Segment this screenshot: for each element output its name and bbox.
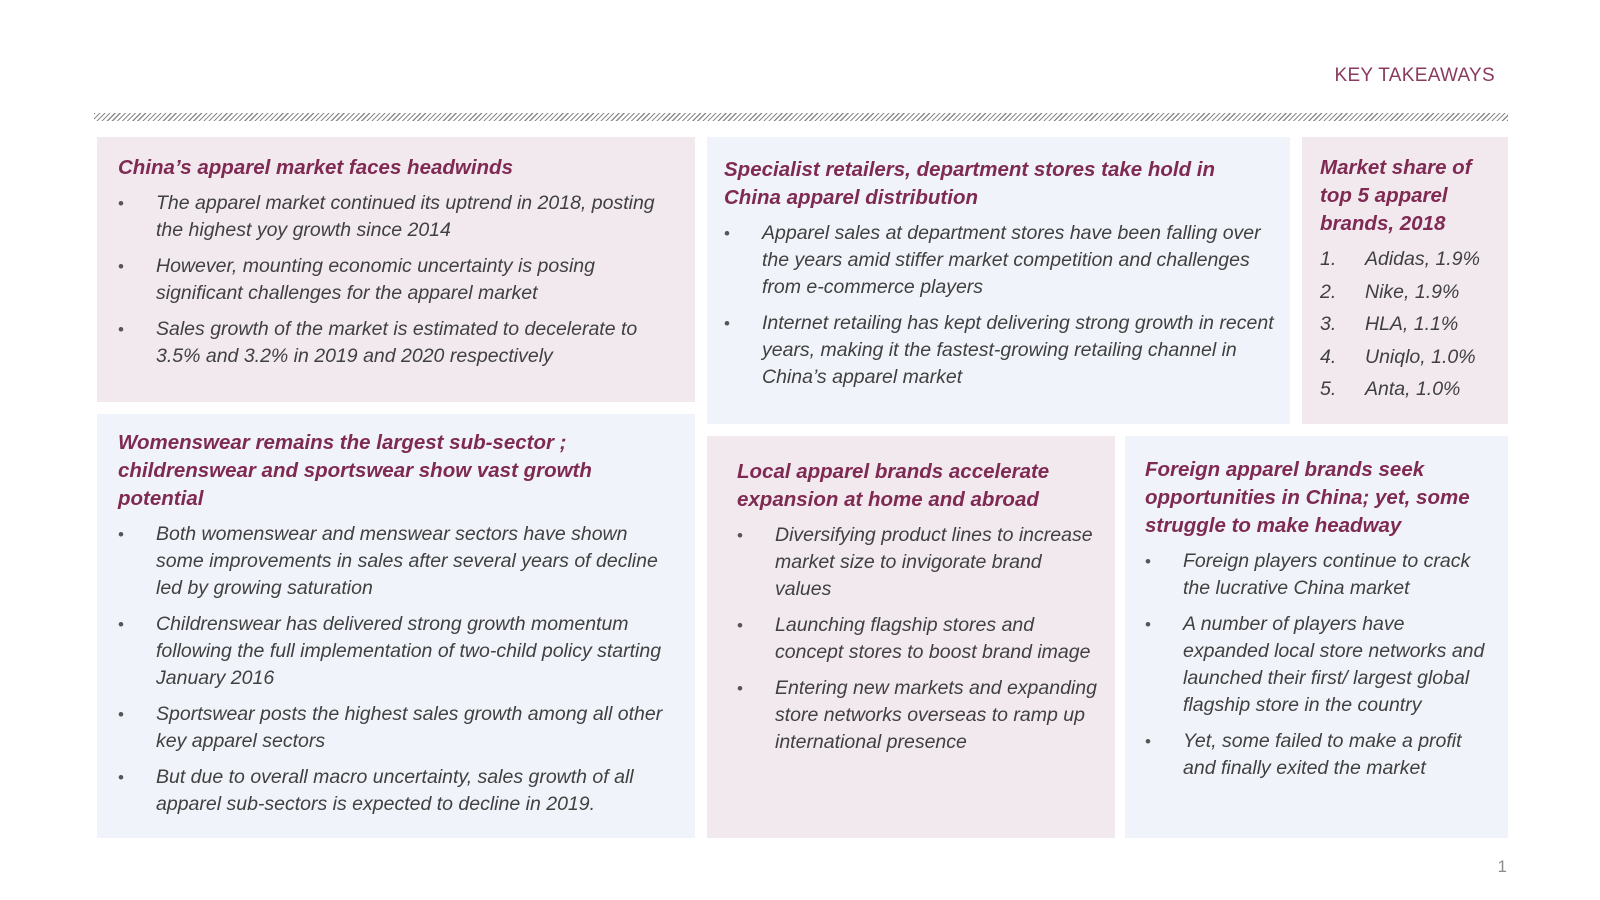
section-title: Local apparel brands accelerate expansio…: [737, 460, 1050, 511]
list-item: • Diversifying product lines to increase …: [737, 522, 1097, 603]
list-item: • But due to overall macro uncertainty, s…: [118, 764, 675, 818]
list-item-text: Adidas, 1.9%: [1365, 248, 1480, 270]
page-number: 1: [1497, 857, 1507, 876]
list-item-text: A number of players have expanded local …: [1183, 613, 1485, 716]
section-market-headwinds: China’s apparel market faces headwinds •…: [97, 137, 695, 402]
hatched-divider: [94, 113, 1508, 121]
bullet-icon: •: [737, 679, 743, 698]
section-sub-sectors: Womenswear remains the largest sub-secto…: [97, 414, 695, 838]
list-item: • The apparel market continued its uptren…: [118, 190, 675, 244]
rank-number: 4.: [1320, 345, 1337, 368]
section-title: China’s apparel market faces headwinds: [118, 156, 513, 179]
list-item-text: Launching flagship stores and concept st…: [775, 614, 1091, 663]
bullet-icon: •: [724, 224, 730, 243]
bullet-list: • Foreign players continue to crack the l…: [1145, 548, 1494, 782]
list-item: • However, mounting economic uncertainty …: [118, 253, 675, 307]
rank-number: 3.: [1320, 313, 1337, 335]
section-title: Womenswear remains the largest sub-secto…: [118, 431, 592, 510]
list-item-text: Anta, 1.0%: [1365, 378, 1461, 400]
list-item: • Internet retailing has kept delivering …: [724, 310, 1274, 391]
list-item-text: However, mounting economic uncertainty i…: [156, 255, 595, 304]
list-item-text: Sales growth of the market is estimated …: [156, 318, 638, 367]
section-title: Specialist retailers, department stores …: [724, 158, 1216, 209]
list-item: • A number of players have expanded local…: [1145, 611, 1494, 719]
bullet-icon: •: [1145, 732, 1151, 751]
list-item-text: But due to overall macro uncertainty, sa…: [156, 766, 634, 815]
page-header-title: KEY TAKEAWAYS: [1334, 65, 1495, 86]
bullet-icon: •: [1145, 552, 1151, 571]
list-item-text: Diversifying product lines to increase m…: [775, 524, 1093, 600]
section-title: Market share of top 5 apparel brands, 20…: [1320, 156, 1472, 235]
list-item-text: Yet, some failed to make a profit and fi…: [1183, 730, 1462, 779]
bullet-icon: •: [724, 314, 730, 333]
list-item-text: The apparel market continued its uptrend…: [156, 192, 655, 241]
ranked-list: 1. Adidas, 1.9% 2. Nike, 1.9% 3. HLA, 1.1% …: [1320, 246, 1500, 403]
bullet-icon: •: [118, 525, 124, 544]
list-item: • Childrenswear has delivered strong grow…: [118, 611, 675, 692]
list-item-text: Childrenswear has delivered strong growt…: [156, 613, 662, 689]
list-item: 3. HLA, 1.1%: [1320, 311, 1500, 338]
list-item-text: Nike, 1.9%: [1365, 280, 1460, 303]
list-item: • Yet, some failed to make a profit and f…: [1145, 728, 1494, 782]
list-item: • Launching flagship stores and concept s…: [737, 612, 1097, 666]
bullet-list: • Both womenswear and menswear sectors ha…: [118, 521, 675, 818]
list-item-text: HLA, 1.1%: [1365, 313, 1459, 335]
section-foreign-brands: Foreign apparel brands seek opportunitie…: [1125, 436, 1508, 838]
list-item-text: Internet retailing has kept delivering s…: [762, 312, 1274, 388]
list-item: 2. Nike, 1.9%: [1320, 279, 1500, 306]
rank-number: 2.: [1320, 280, 1337, 303]
bullet-list: • Apparel sales at department stores have…: [724, 220, 1274, 391]
section-local-brands: Local apparel brands accelerate expansio…: [707, 436, 1115, 838]
bullet-list: • Diversifying product lines to increase …: [737, 522, 1097, 756]
bullet-icon: •: [1145, 615, 1151, 634]
list-item-text: Entering new markets and expanding store…: [775, 677, 1097, 753]
list-item-text: Uniqlo, 1.0%: [1365, 345, 1476, 368]
bullet-icon: •: [737, 616, 743, 635]
list-item: • Both womenswear and menswear sectors ha…: [118, 521, 675, 602]
bullet-icon: •: [118, 705, 124, 724]
list-item-text: Sportswear posts the highest sales growt…: [156, 703, 663, 752]
bullet-icon: •: [118, 615, 124, 634]
rank-number: 1.: [1320, 248, 1337, 270]
list-item-text: Both womenswear and menswear sectors hav…: [156, 523, 658, 599]
list-item: 4. Uniqlo, 1.0%: [1320, 344, 1500, 371]
bullet-icon: •: [737, 526, 743, 545]
list-item-text: Apparel sales at department stores have …: [762, 222, 1261, 298]
bullet-list: • The apparel market continued its uptren…: [118, 190, 675, 370]
list-item: • Apparel sales at department stores have…: [724, 220, 1274, 301]
rank-number: 5.: [1320, 378, 1337, 400]
section-title: Foreign apparel brands seek opportunitie…: [1145, 458, 1470, 537]
list-item: 5. Anta, 1.0%: [1320, 376, 1500, 403]
list-item: 1. Adidas, 1.9%: [1320, 246, 1500, 273]
section-distribution: Specialist retailers, department stores …: [707, 137, 1290, 424]
bullet-icon: •: [118, 257, 124, 276]
bullet-icon: •: [118, 768, 124, 787]
list-item: • Entering new markets and expanding stor…: [737, 675, 1097, 756]
list-item: • Foreign players continue to crack the l…: [1145, 548, 1494, 602]
list-item: • Sportswear posts the highest sales grow…: [118, 701, 675, 755]
list-item: • Sales growth of the market is estimated…: [118, 316, 675, 370]
section-market-share: Market share of top 5 apparel brands, 20…: [1302, 137, 1508, 424]
bullet-icon: •: [118, 194, 124, 213]
list-item-text: Foreign players continue to crack the lu…: [1183, 550, 1471, 599]
bullet-icon: •: [118, 320, 124, 339]
